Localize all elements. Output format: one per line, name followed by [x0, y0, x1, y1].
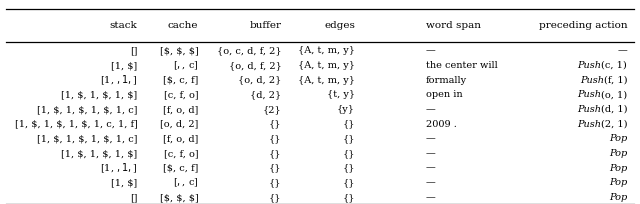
Text: {o, d, 2}: {o, d, 2} [238, 75, 282, 84]
Text: {o, d, f, 2}: {o, d, f, 2} [228, 61, 282, 70]
Text: []: [] [130, 193, 138, 202]
Text: {A, t, m, y}: {A, t, m, y} [298, 75, 355, 84]
Text: (o, 1): (o, 1) [601, 90, 627, 99]
Text: formally: formally [426, 75, 467, 84]
Text: {A, t, m, y}: {A, t, m, y} [298, 46, 355, 55]
Text: [$, $, $]: [$, $, $] [159, 46, 198, 55]
Text: (2, 1): (2, 1) [601, 120, 627, 129]
Text: Pop: Pop [609, 193, 627, 202]
Text: —: — [618, 46, 627, 55]
Text: []: [] [130, 46, 138, 55]
Text: [1, $, 1, $, 1, $, 1, c]: [1, $, 1, $, 1, $, 1, c] [37, 134, 138, 143]
Text: [1, $]: [1, $] [111, 61, 138, 70]
Text: {}: {} [269, 178, 282, 187]
Text: —: — [426, 164, 435, 173]
Text: [$, $, c]: [$, $, c] [173, 59, 198, 72]
Text: preceding action: preceding action [539, 21, 627, 30]
Text: Pop: Pop [609, 134, 627, 143]
Text: 2009 .: 2009 . [426, 120, 456, 129]
Text: [c, f, o]: [c, f, o] [164, 149, 198, 158]
Text: [$, $, c]: [$, $, c] [173, 177, 198, 189]
Text: {t, y}: {t, y} [327, 90, 355, 99]
Text: [$, c, f]: [$, c, f] [163, 164, 198, 173]
Text: (c, 1): (c, 1) [602, 61, 627, 70]
Text: {}: {} [269, 149, 282, 158]
Text: Pop: Pop [609, 149, 627, 158]
Text: [$, $, $]: [$, $, $] [159, 193, 198, 202]
Text: {2}: {2} [263, 105, 282, 114]
Text: [$, c, f]: [$, c, f] [163, 75, 198, 84]
Text: Push: Push [580, 75, 604, 84]
Text: [1, $, 1, $, 1, $, 1, c, 1, f]: [1, $, 1, $, 1, $, 1, c, 1, f] [15, 120, 138, 129]
Text: —: — [426, 134, 435, 143]
Text: [f, o, d]: [f, o, d] [163, 105, 198, 114]
Text: {}: {} [342, 193, 355, 202]
Text: buffer: buffer [250, 21, 282, 30]
Text: {A, t, m, y}: {A, t, m, y} [298, 61, 355, 70]
Text: stack: stack [110, 21, 138, 30]
Text: [1, $, 1, $, 1, $]: [1, $, 1, $, 1, $] [61, 149, 138, 158]
Text: {}: {} [269, 193, 282, 202]
Text: Push: Push [577, 120, 601, 129]
Text: Pop: Pop [609, 178, 627, 187]
Text: {}: {} [269, 164, 282, 173]
Text: {y}: {y} [337, 105, 355, 114]
Text: —: — [426, 193, 435, 202]
Text: [c, f, o]: [c, f, o] [164, 90, 198, 99]
Text: —: — [426, 178, 435, 187]
Text: (d, 1): (d, 1) [601, 105, 627, 114]
Text: (f, 1): (f, 1) [604, 75, 627, 84]
Text: {}: {} [342, 134, 355, 143]
Text: [o, d, 2]: [o, d, 2] [160, 120, 198, 129]
Text: [1, $, 1, $, 1, $]: [1, $, 1, $, 1, $] [61, 90, 138, 99]
Text: [1, $, 1, $, 1, $, 1, c]: [1, $, 1, $, 1, $, 1, c] [37, 105, 138, 114]
Text: [1, $, 1, $]: [1, $, 1, $] [100, 161, 138, 175]
Text: Push: Push [577, 61, 602, 70]
Text: cache: cache [168, 21, 198, 30]
Text: Pop: Pop [609, 164, 627, 173]
Text: —: — [426, 149, 435, 158]
Text: {}: {} [342, 164, 355, 173]
Text: {d, 2}: {d, 2} [250, 90, 282, 99]
Text: {}: {} [342, 120, 355, 129]
Text: {}: {} [269, 134, 282, 143]
Text: —: — [426, 46, 435, 55]
Text: [f, o, d]: [f, o, d] [163, 134, 198, 143]
Text: open in: open in [426, 90, 462, 99]
Text: [1, $, 1, $]: [1, $, 1, $] [100, 73, 138, 87]
Text: {o, c, d, f, 2}: {o, c, d, f, 2} [217, 46, 282, 55]
Text: Push: Push [577, 105, 601, 114]
Text: {}: {} [269, 120, 282, 129]
Text: {}: {} [342, 149, 355, 158]
Text: the center will: the center will [426, 61, 497, 70]
Text: [1, $]: [1, $] [111, 178, 138, 187]
Text: —: — [426, 105, 435, 114]
Text: {}: {} [342, 178, 355, 187]
Text: edges: edges [324, 21, 355, 30]
Text: Push: Push [577, 90, 601, 99]
Text: word span: word span [426, 21, 481, 30]
